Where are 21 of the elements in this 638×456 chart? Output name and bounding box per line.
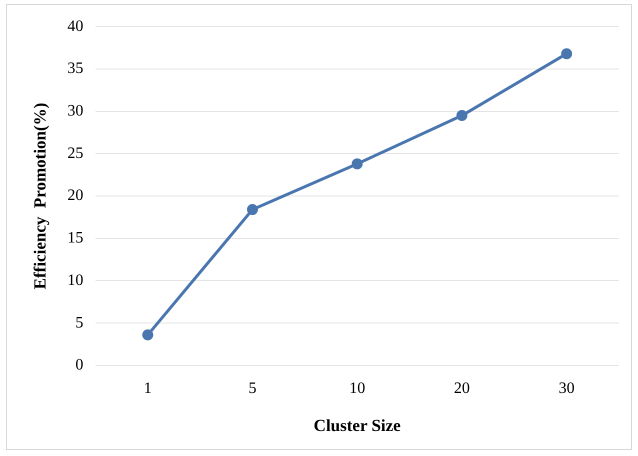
point [561,48,572,60]
point [352,158,363,170]
x-tick-label: 20 [454,380,470,398]
x-tick-label: 10 [349,380,366,398]
y-axis-title: Efficiency Promotion(%) [30,102,50,290]
point [456,110,468,122]
y-tick-label: 35 [67,60,84,78]
y-tick-label: 20 [67,187,84,204]
x-tick-label: 5 [248,380,256,398]
y-tick-label: 0 [75,356,84,374]
x-tick-label: 1 [144,380,152,398]
y-tick-label: 25 [67,144,84,162]
point [246,204,258,216]
x-tick-label: 30 [558,380,575,398]
y-tick-label: 40 [67,18,84,35]
y-tick-label: 15 [67,230,84,247]
y-tick-label: 10 [67,272,84,289]
y-tick-label: 5 [75,314,84,332]
y-tick-label: 30 [67,102,84,120]
point [142,329,154,340]
x-axis-title: Cluster Size [314,416,402,436]
